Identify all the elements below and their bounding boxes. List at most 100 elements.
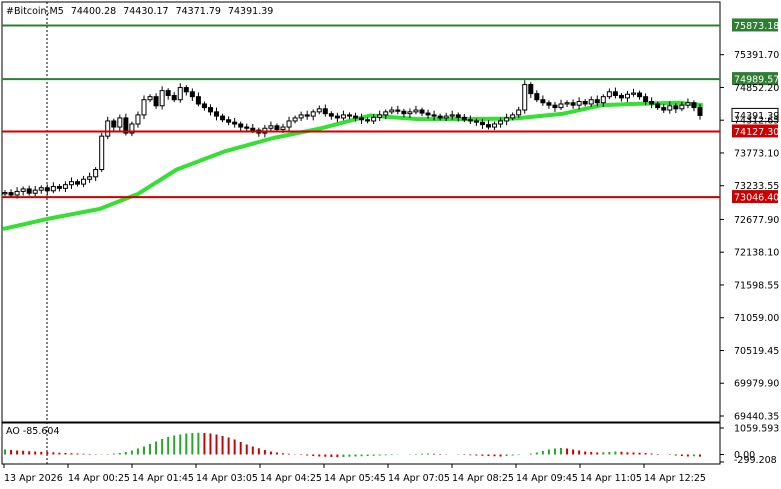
- current-price-label: 74391.39: [734, 111, 779, 122]
- level-tag-label: 75873.18: [734, 21, 779, 32]
- candle-body: [75, 181, 81, 185]
- candle: [449, 110, 455, 120]
- candle-body: [479, 121, 485, 126]
- candle: [207, 104, 213, 116]
- candle: [135, 111, 141, 128]
- candle: [50, 182, 56, 194]
- candle-body: [546, 102, 552, 106]
- candle-body: [637, 92, 643, 98]
- candle-body: [280, 126, 286, 130]
- x-tick-label: 14 Apr 03:05: [196, 473, 258, 484]
- candle: [516, 106, 522, 118]
- candle-body: [437, 115, 443, 119]
- candle: [600, 94, 606, 107]
- candle: [383, 109, 389, 120]
- candle-body: [395, 109, 401, 112]
- candle-body: [141, 99, 147, 116]
- candle: [691, 100, 697, 112]
- candle: [697, 104, 703, 120]
- candle-body: [177, 87, 183, 101]
- candle-body: [8, 192, 14, 196]
- candle: [546, 100, 552, 109]
- candle-body: [540, 99, 546, 104]
- low-value: 74371.79: [176, 6, 221, 17]
- candle-body: [244, 126, 250, 129]
- candle: [68, 177, 74, 189]
- level-lines: 75873.18 74989.57 74127.30 73046.40 74391.39: [2, 18, 779, 204]
- candle-body: [353, 115, 359, 119]
- candle-body: [147, 96, 153, 101]
- candle: [201, 101, 207, 111]
- candle-body: [123, 117, 129, 134]
- x-tick-label: 14 Apr 11:05: [580, 473, 642, 484]
- candle-body: [50, 186, 56, 192]
- candle: [606, 88, 612, 100]
- candle: [292, 115, 298, 124]
- candle-body: [99, 135, 105, 171]
- candle-body: [558, 103, 564, 109]
- candle-body: [643, 96, 649, 103]
- candle: [220, 113, 226, 123]
- candle: [238, 121, 244, 132]
- level-tag-label: 73046.40: [734, 193, 779, 204]
- x-tick-label: 13 Apr 2026: [4, 473, 63, 484]
- candle: [485, 120, 491, 130]
- candle: [268, 121, 274, 131]
- candle-body: [322, 108, 328, 115]
- candle: [189, 88, 195, 101]
- candle: [32, 185, 38, 197]
- candle-body: [298, 114, 304, 119]
- candle-body: [316, 108, 322, 113]
- candle-body: [697, 107, 703, 116]
- candle-body: [691, 102, 697, 109]
- candle-body: [582, 101, 588, 105]
- candle-body: [504, 117, 510, 122]
- candle-body: [431, 114, 437, 117]
- candle: [588, 96, 594, 107]
- level-tag-label: 74127.30: [734, 127, 779, 138]
- candle-body: [618, 94, 624, 99]
- x-tick-label: 14 Apr 12:25: [644, 473, 706, 484]
- candle-body: [292, 117, 298, 122]
- moving-average-line: [2, 100, 704, 231]
- candle-body: [576, 101, 582, 106]
- candle: [570, 99, 576, 109]
- chart-header: #Bitcoin,M5 74400.28 74430.17 74371.79 7…: [6, 6, 273, 17]
- candle: [498, 117, 504, 128]
- candle: [371, 113, 377, 124]
- ao-histogram: 1059.593 0.00-299.208: [4, 424, 779, 466]
- y-tick-label: 73233.55: [734, 181, 779, 192]
- candle: [413, 105, 419, 115]
- candle: [153, 93, 159, 109]
- level-tag-label: 74989.57: [734, 75, 779, 86]
- candle: [673, 103, 679, 114]
- candle: [461, 113, 467, 123]
- candle: [244, 123, 250, 131]
- x-tick-label: 14 Apr 01:45: [132, 473, 194, 484]
- candle-body: [81, 178, 87, 185]
- candle-body: [679, 104, 685, 110]
- level-tag: [732, 124, 778, 138]
- candle-body: [624, 93, 630, 99]
- candle-body: [383, 111, 389, 116]
- candle-body: [232, 121, 238, 125]
- y-tick-label: 69440.35: [734, 412, 779, 423]
- candle-body: [214, 111, 220, 117]
- candle: [129, 121, 135, 137]
- x-axis: 13 Apr 2026 14 Apr 00:25 14 Apr 01:45 14 Ap…: [3, 464, 706, 484]
- candle: [226, 116, 232, 126]
- candle-body: [473, 120, 479, 123]
- candle: [534, 90, 540, 103]
- candle: [419, 107, 425, 117]
- ma-polyline: [2, 100, 704, 231]
- candle-body: [135, 114, 141, 125]
- candle-body: [552, 104, 558, 109]
- candle-body: [492, 123, 498, 128]
- candle-body: [14, 190, 20, 196]
- symbol-label: #Bitcoin,M5: [6, 6, 64, 17]
- candle: [679, 101, 685, 112]
- candle: [26, 185, 32, 196]
- candle: [141, 95, 147, 120]
- y-axis: 75391.70 74852.20 74312.65 73773.10 73233.55…: [720, 50, 779, 423]
- candle-body: [26, 188, 32, 194]
